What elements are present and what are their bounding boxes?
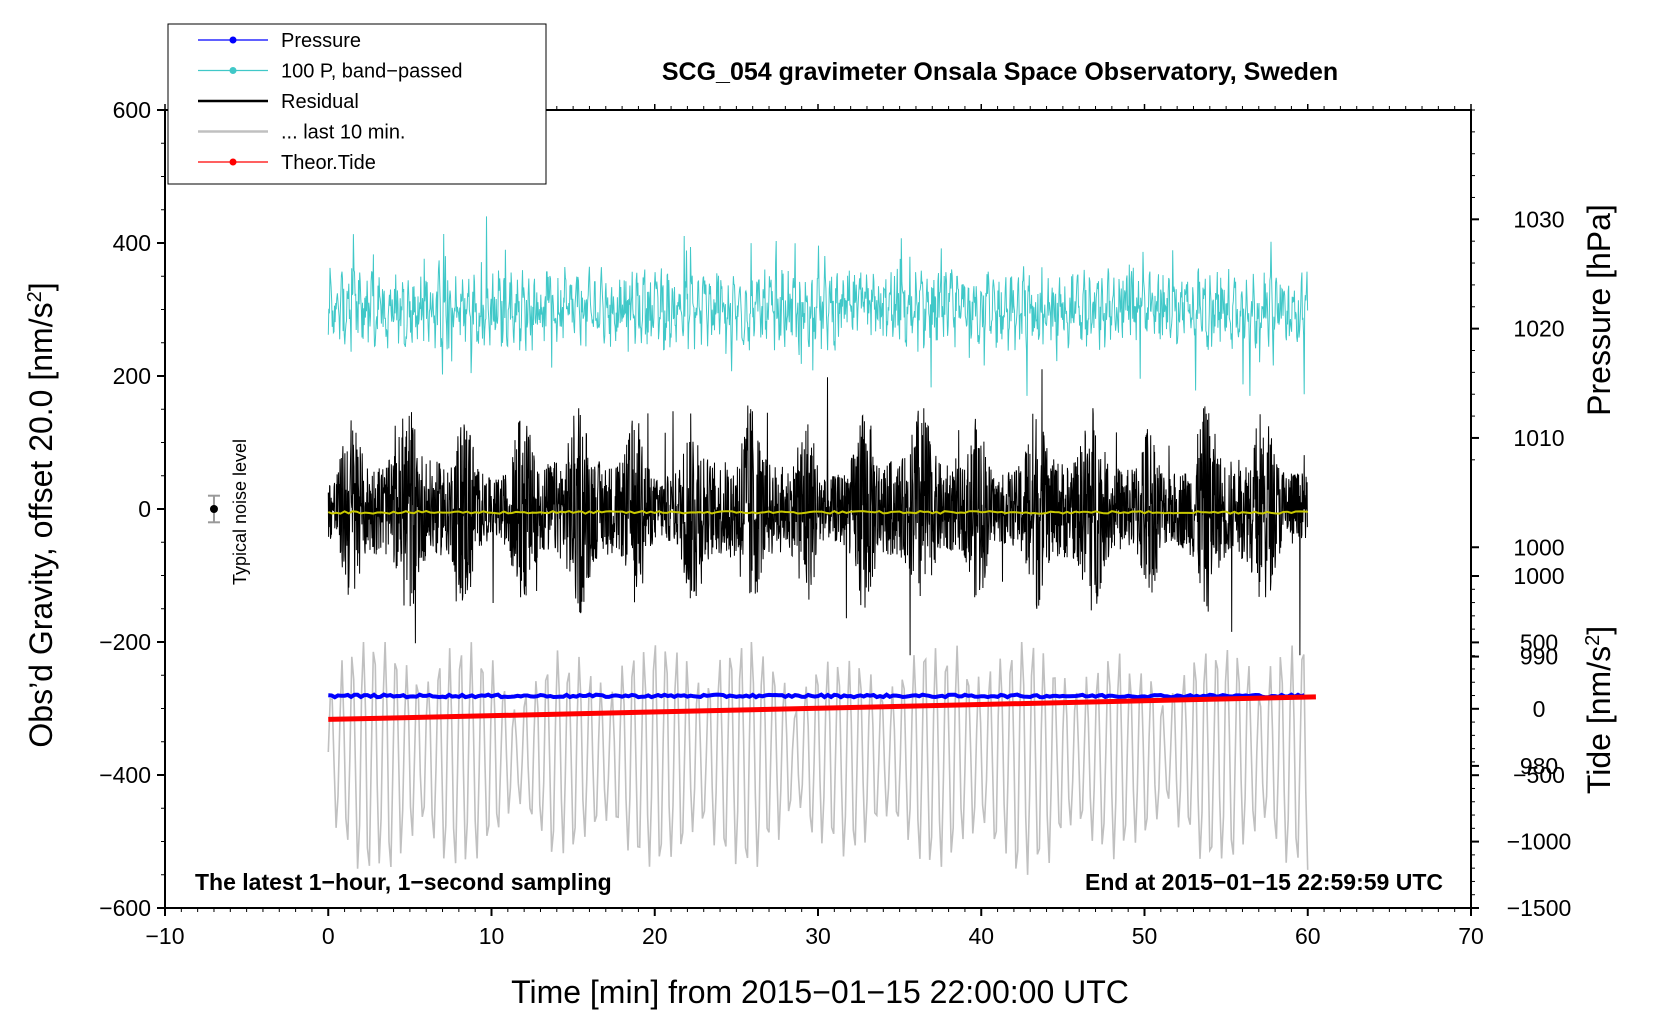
- legend: Pressure 100 P, band−passed Residual ... la…: [167, 23, 547, 185]
- legend-item: Residual: [198, 91, 359, 113]
- x-tick-label: 60: [1295, 923, 1321, 949]
- y-axis-left-label: Obs’d Gravity, offset 20.0 [nm/s2]: [23, 282, 59, 747]
- x-tick-label: 0: [322, 923, 335, 949]
- y-left-tick-label: 600: [113, 97, 151, 123]
- y-left-tick-label: 200: [113, 363, 151, 389]
- legend-label: Theor.Tide: [281, 152, 376, 174]
- x-tick-label: 10: [479, 923, 505, 949]
- pressure-tick-label: 1020: [1513, 316, 1564, 342]
- x-tick-label: 50: [1132, 923, 1158, 949]
- legend-label: 100 P, band−passed: [281, 61, 462, 83]
- pressure-tick-label: 990: [1520, 644, 1558, 670]
- noise-marker: [207, 494, 220, 524]
- legend-marker: [229, 158, 237, 166]
- legend-box: [167, 23, 547, 185]
- legend-item: Pressure: [198, 30, 361, 52]
- tide-tick-label: 0: [1533, 696, 1546, 722]
- noise-label: Typical noise level: [230, 439, 250, 585]
- series-theor-tide: [328, 694, 1316, 722]
- x-tick-label: 20: [642, 923, 668, 949]
- series-pressure: [328, 692, 1306, 700]
- chart-title: SCG_054 gravimeter Onsala Space Observat…: [662, 58, 1338, 86]
- y-axis-pressure-label: Pressure [hPa]: [1581, 204, 1617, 416]
- annotation-bottom-left: The latest 1−hour, 1−second sampling: [195, 869, 612, 895]
- tide-tick-label: −1000: [1507, 829, 1572, 855]
- y-left-tick-label: −400: [99, 762, 151, 788]
- tide-tick-label: −500: [1513, 762, 1565, 788]
- y-axis-tide-label-sup: 2: [1582, 635, 1604, 646]
- y-left-tick-label: −600: [99, 895, 151, 921]
- legend-item: Theor.Tide: [198, 152, 376, 174]
- pressure-tick-label: 1030: [1513, 206, 1564, 232]
- x-tick-label: 70: [1458, 923, 1484, 949]
- legend-marker: [229, 67, 237, 74]
- y-left-tick-label: 400: [113, 230, 151, 256]
- pressure-tick-label: 1000: [1513, 534, 1564, 560]
- y-left-tick-label: −200: [99, 629, 151, 655]
- ticks-layer: −10 0 10 20 30 40 50 60 706004002000−200−400−600…: [99, 97, 1571, 949]
- series-layer: [327, 216, 1316, 875]
- annotation-bottom-right: End at 2015−01−15 22:59:59 UTC: [1085, 869, 1443, 895]
- legend-label: Residual: [281, 91, 359, 113]
- legend-item: 100 P, band−passed: [198, 61, 462, 83]
- tide-tick-label: 500: [1520, 629, 1558, 655]
- tide-tick-label: 1000: [1513, 563, 1564, 589]
- pressure-tick-label: 1010: [1513, 425, 1564, 451]
- series-last-10-min: [327, 641, 1309, 875]
- x-tick-label: 40: [968, 923, 994, 949]
- x-tick-label: −10: [145, 923, 184, 949]
- series-band-passed-pressure: [327, 216, 1309, 396]
- series-residual-mean: [327, 509, 1308, 515]
- series-residual: [327, 369, 1308, 656]
- legend-marker: [229, 36, 237, 44]
- y-axis-tide-label: Tide [nm/s2]: [1581, 626, 1617, 794]
- legend-label: ... last 10 min.: [281, 122, 406, 144]
- pressure-tick-label: 980: [1520, 753, 1558, 779]
- x-tick-label: 30: [805, 923, 831, 949]
- x-axis-label: Time [min] from 2015−01−15 22:00:00 UTC: [511, 974, 1129, 1010]
- tide-tick-label: −1500: [1507, 895, 1572, 921]
- legend-label: Pressure: [281, 30, 361, 52]
- y-left-tick-label: 0: [138, 496, 151, 522]
- y-axis-left-label-sup: 2: [24, 291, 46, 302]
- legend-item: ... last 10 min.: [198, 122, 406, 144]
